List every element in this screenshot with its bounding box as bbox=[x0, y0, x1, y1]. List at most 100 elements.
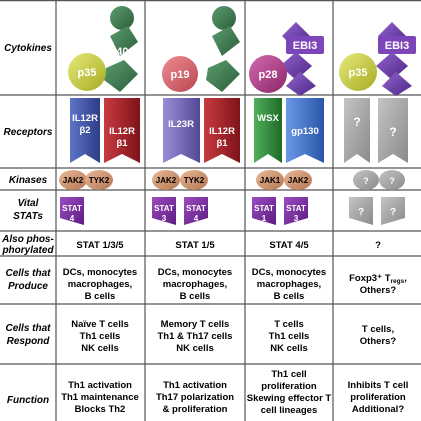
p35-subunit bbox=[68, 53, 106, 91]
jak2-kinase bbox=[152, 170, 180, 190]
row-label-cells-that-respond-1: Cells that bbox=[5, 323, 51, 334]
function-line-1: Th1 activation bbox=[163, 380, 227, 391]
p40-label: p40 bbox=[110, 46, 129, 58]
also-phosphorylated-text: STAT 1/5 bbox=[175, 240, 215, 251]
p35-label: p35 bbox=[78, 67, 97, 79]
il12rb2-label-1: IL12R bbox=[72, 113, 98, 124]
row-label-cells-that-produce-2: Produce bbox=[8, 281, 48, 292]
stat4-label-1: STAT bbox=[62, 204, 82, 213]
unknown-stat-2 bbox=[381, 197, 405, 225]
unknown-kinase-2 bbox=[379, 170, 405, 190]
column-il35: EBI3 p35 ? ? ? ? ? ? ? Foxp3⁺ Tregs, Oth… bbox=[339, 22, 416, 415]
unknown-receptor-1-label: ? bbox=[353, 115, 360, 129]
respond-line-1: Memory T cells bbox=[161, 319, 230, 330]
unknown-kinase-2-label: ? bbox=[389, 176, 395, 186]
produce-line-3: B cells bbox=[180, 291, 211, 302]
tyk2-kinase bbox=[180, 170, 208, 190]
row-label-cells-that-respond-2: Respond bbox=[7, 336, 51, 347]
produce-comma: , bbox=[404, 273, 407, 284]
produce-line-2: macrophages, bbox=[163, 279, 227, 290]
unknown-receptor-2-label: ? bbox=[389, 125, 396, 139]
gp130-label: gp130 bbox=[291, 126, 318, 137]
function-line-3: Additional? bbox=[352, 404, 404, 415]
jak2-label: JAK2 bbox=[288, 176, 309, 185]
row-label-cells-that-produce-1: Cells that bbox=[5, 268, 51, 279]
stat3-label-2: 3 bbox=[294, 214, 299, 223]
p28-label: p28 bbox=[259, 69, 278, 81]
column-il27: EBI3 p28 WSX gp130 JAK1 JAK2 STAT 1 STAT… bbox=[247, 22, 332, 416]
p40-label: p40 bbox=[201, 52, 220, 64]
row-label-cytokines: Cytokines bbox=[4, 43, 52, 54]
jak2-kinase bbox=[284, 170, 312, 190]
stat4-label-2: 4 bbox=[194, 214, 199, 223]
il12rb1-receptor bbox=[104, 98, 140, 163]
p40-top-bead bbox=[212, 6, 236, 30]
jak2-label: JAK2 bbox=[63, 176, 84, 185]
tyk2-kinase bbox=[85, 170, 113, 190]
row-label-vital: Vital bbox=[18, 198, 39, 209]
produce-line-1: DCs, monocytes bbox=[63, 267, 137, 278]
also-phosphorylated-text: STAT 1/3/5 bbox=[76, 240, 124, 251]
function-line-2: Th17 polarization bbox=[156, 392, 234, 403]
respond-line-2: Th1 & Th17 cells bbox=[158, 331, 233, 342]
stat3-label-1: STAT bbox=[154, 204, 174, 213]
p35-subunit bbox=[339, 53, 377, 91]
tyk2-label: TYK2 bbox=[184, 176, 205, 185]
il12rb1-receptor bbox=[204, 98, 240, 163]
respond-line-2: Others? bbox=[360, 336, 397, 347]
stat1-label-2: 1 bbox=[262, 214, 267, 223]
row-label-phorylated: phorylated bbox=[1, 245, 54, 256]
p40-lower-bead bbox=[104, 60, 138, 92]
ebi3-middle-bead bbox=[280, 52, 312, 80]
respond-line-3: NK cells bbox=[270, 343, 308, 354]
p40-lower-bead bbox=[206, 60, 240, 92]
il23r-receptor bbox=[163, 98, 200, 163]
respond-line-1: T cells bbox=[274, 319, 304, 330]
respond-line-2: Th1 cells bbox=[269, 331, 310, 342]
ebi3-lower-bead bbox=[382, 72, 412, 96]
function-line-2: Th1 maintenance bbox=[61, 392, 139, 403]
function-line-3: Blocks Th2 bbox=[75, 404, 126, 415]
tyk2-label: TYK2 bbox=[89, 176, 110, 185]
stat4-label-1: STAT bbox=[186, 204, 206, 213]
produce-regs-subscript: regs bbox=[391, 278, 405, 285]
function-line-1: Th1 activation bbox=[68, 380, 132, 391]
unknown-kinase-1 bbox=[353, 170, 379, 190]
il12rb2-label-2: β2 bbox=[79, 125, 90, 136]
p40-middle-bead bbox=[110, 26, 138, 56]
produce-line-1: DCs, monocytes bbox=[252, 267, 326, 278]
respond-line-3: NK cells bbox=[176, 343, 214, 354]
stat4-label-2: 4 bbox=[70, 214, 75, 223]
column-il12: p40 p35 IL12R β2 IL12R β1 JAK2 TYK2 STAT… bbox=[59, 6, 140, 415]
wsx-receptor bbox=[254, 98, 282, 163]
stat3-label-1: STAT bbox=[286, 204, 306, 213]
function-line-3: Skewing effector T bbox=[247, 393, 332, 404]
stat4-protein bbox=[60, 197, 84, 225]
gp130-receptor bbox=[286, 98, 324, 163]
row-label-receptors: Receptors bbox=[4, 127, 53, 138]
unknown-receptor-2 bbox=[378, 98, 408, 163]
p28-subunit bbox=[249, 55, 287, 93]
p35-label: p35 bbox=[349, 67, 368, 79]
stat1-label-1: STAT bbox=[254, 204, 274, 213]
jak1-kinase bbox=[256, 170, 284, 190]
function-line-1: Inhibits T cell bbox=[348, 380, 409, 391]
function-line-2: proliferation bbox=[261, 381, 317, 392]
jak2-label: JAK2 bbox=[156, 176, 177, 185]
ebi3-label-box bbox=[286, 36, 324, 54]
ebi3-label-box bbox=[378, 36, 416, 54]
unknown-kinase-1-label: ? bbox=[363, 176, 369, 186]
function-line-1: Th1 cell bbox=[271, 369, 306, 380]
produce-line-3: B cells bbox=[274, 291, 305, 302]
respond-line-2: Th1 cells bbox=[80, 331, 121, 342]
ebi3-label: EBI3 bbox=[293, 40, 317, 52]
stat3-label-2: 3 bbox=[162, 214, 167, 223]
produce-line-1: DCs, monocytes bbox=[158, 267, 232, 278]
produce-line-2: macrophages, bbox=[68, 279, 132, 290]
function-line-4: cell lineages bbox=[261, 405, 318, 416]
stat3-protein bbox=[284, 197, 308, 225]
row-label-stats: STATs bbox=[13, 211, 43, 222]
produce-foxp3: Foxp3⁺ T bbox=[349, 273, 391, 284]
produce-line-2: macrophages, bbox=[257, 279, 321, 290]
